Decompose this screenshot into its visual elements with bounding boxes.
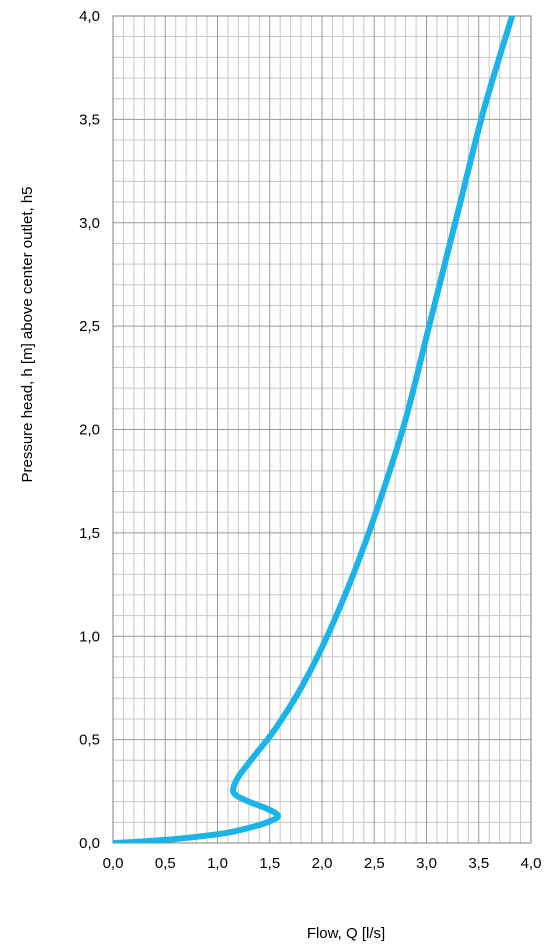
y-tick-label: 4,0 [79,8,100,25]
x-tick-label: 0,0 [103,855,124,872]
x-tick-label: 1,5 [259,855,280,872]
y-tick-label: 2,5 [79,318,100,335]
y-tick-label: 0,5 [79,732,100,749]
x-tick-label: 2,0 [312,855,333,872]
y-tick-label: 3,0 [79,215,100,232]
series-layer [113,16,516,843]
y-axis-ticks: 0,0 0,5 1,0 1,5 2,0 2,5 3,0 3,5 4,0 [79,8,100,852]
y-tick-label: 1,0 [79,628,100,645]
x-tick-label: 3,5 [468,855,489,872]
x-axis-title: Flow, Q [l/s] [307,925,385,942]
y-tick-label: 1,5 [79,525,100,542]
x-tick-label: 3,0 [416,855,437,872]
x-tick-label: 2,5 [364,855,385,872]
y-axis-title: Pressure head, h [m] above center outlet… [19,186,36,482]
x-tick-label: 4,0 [521,855,542,872]
series-line [113,16,516,843]
y-tick-label: 2,0 [79,422,100,439]
y-tick-label: 0,0 [79,835,100,852]
plot-frame [112,15,532,844]
x-axis-ticks: 0,0 0,5 1,0 1,5 2,0 2,5 3,0 3,5 4,0 [103,855,542,872]
y-tick-label: 3,5 [79,111,100,128]
x-tick-label: 1,0 [207,855,228,872]
x-tick-label: 0,5 [155,855,176,872]
